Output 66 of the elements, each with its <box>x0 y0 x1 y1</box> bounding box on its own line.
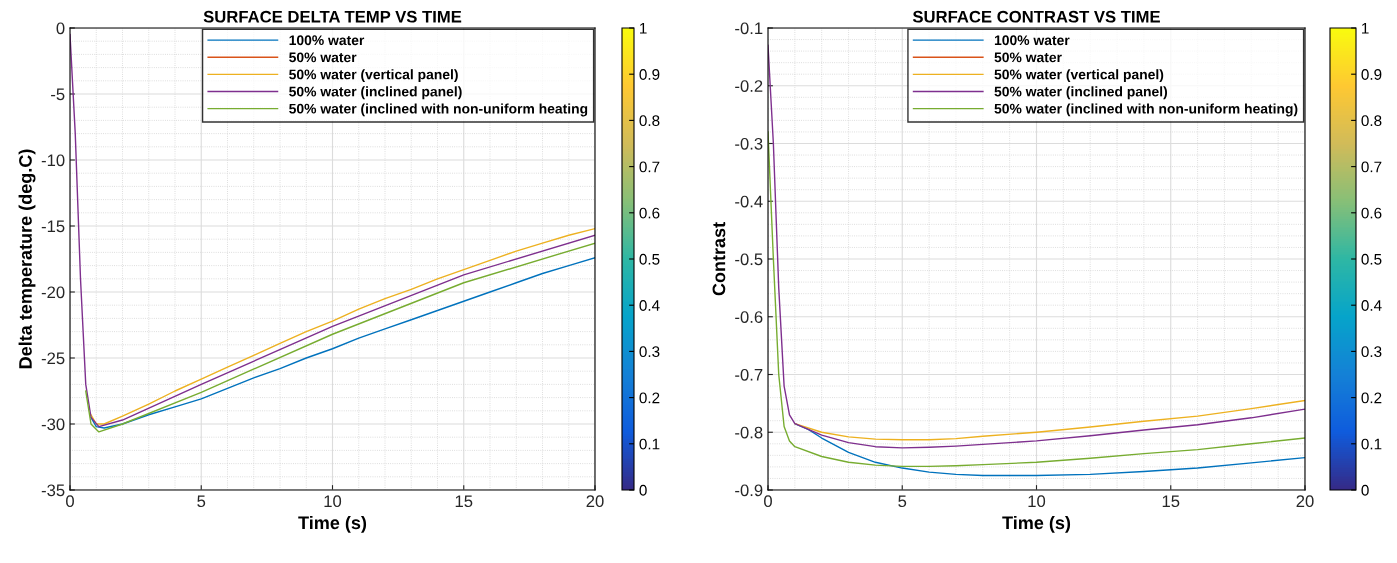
legend-label: 50% water (vertical panel) <box>994 69 1164 83</box>
color-bar-label: 0.4 <box>639 300 660 311</box>
x-tick-label: 10 <box>324 495 342 508</box>
legend-label: 50% water (inclined with non-uniform heating <box>289 103 588 117</box>
legend-label: 50% water <box>289 52 357 63</box>
color-bar-label: 0 <box>1361 484 1369 496</box>
y-tick-label: -0.7 <box>735 368 763 381</box>
x-tick-label: 5 <box>898 495 907 508</box>
color-bar-label: 0.1 <box>1361 438 1382 450</box>
legend-label: 50% water (inclined panel) <box>289 86 462 100</box>
color-bar-label: 0.9 <box>639 69 660 80</box>
y-tick-label: -5 <box>51 88 65 101</box>
color-bar-label: 0.4 <box>1361 300 1382 311</box>
y-tick-label: -0.2 <box>735 80 763 92</box>
color-bar-label: 0.3 <box>1361 346 1382 358</box>
x-tick-label: 10 <box>1028 495 1046 508</box>
legend-label: 50% water (vertical panel) <box>289 69 458 83</box>
color-bar-label: 0.8 <box>639 115 660 127</box>
y-tick-label: -0.9 <box>735 484 763 497</box>
x-tick-label: 5 <box>197 495 206 508</box>
y-tick-label: 0 <box>56 22 65 35</box>
y-tick-label: -0.5 <box>735 253 763 266</box>
chart-title: SURFACE DELTA TEMP VS TIME <box>203 10 462 23</box>
y-tick-label: -0.6 <box>735 311 763 323</box>
x-axis-title: Time (s) <box>298 515 367 533</box>
x-tick-label: 20 <box>586 495 604 508</box>
y-tick-label: -0.8 <box>735 426 763 439</box>
y-tick-label: -0.4 <box>735 195 763 208</box>
x-tick-label: 15 <box>1162 495 1180 508</box>
color-bar-label: 0.5 <box>639 253 660 265</box>
color-bar-label: 0.6 <box>1361 207 1382 219</box>
color-bar-label: 0.1 <box>639 438 660 450</box>
color-bar-label: 0.5 <box>1361 253 1382 265</box>
color-bar-label: 0.9 <box>1361 69 1382 80</box>
color-bar-label: 0.8 <box>1361 115 1382 127</box>
color-bar-label: 0.6 <box>639 207 660 219</box>
color-bar-label: 0.7 <box>639 161 660 173</box>
y-tick-label: -15 <box>41 220 65 233</box>
y-axis-title: Delta temperature (deg.C) <box>18 149 36 369</box>
x-tick-label: 15 <box>455 495 473 508</box>
x-tick-label: 0 <box>764 495 772 508</box>
y-tick-label: -20 <box>41 286 65 299</box>
color-bar-label: 1 <box>640 23 647 34</box>
legend-label: 50% water <box>994 52 1062 63</box>
color-bar-label: 0.3 <box>639 346 660 358</box>
chart-title: SURFACE CONTRAST VS TIME <box>912 10 1160 23</box>
y-axis-title: Contrast <box>712 222 726 296</box>
legend-label: 50% water (inclined with non-uniform heating) <box>994 103 1298 117</box>
x-axis-title: Time (s) <box>1002 515 1071 533</box>
color-bar-label: 0.2 <box>639 392 660 404</box>
y-tick-label: -25 <box>41 352 65 365</box>
y-tick-label: -30 <box>41 418 65 431</box>
y-tick-label: -10 <box>41 154 65 167</box>
y-tick-label: -35 <box>41 484 65 497</box>
color-bar-label: 0.7 <box>1361 161 1382 173</box>
y-tick-label: -0.3 <box>735 137 763 150</box>
color-bar-label: 0 <box>639 484 647 496</box>
legend-label: 50% water (inclined panel) <box>994 86 1168 100</box>
color-bar-label: 0.2 <box>1361 392 1382 404</box>
legend-label: 100% water <box>994 35 1070 46</box>
line-series <box>794 399 1305 441</box>
x-tick-label: 0 <box>66 495 74 508</box>
color-bar-label: 1 <box>1362 23 1369 34</box>
x-tick-label: 20 <box>1296 495 1314 508</box>
y-tick-label: -0.1 <box>735 22 763 35</box>
legend-label: 100% water <box>289 35 365 46</box>
